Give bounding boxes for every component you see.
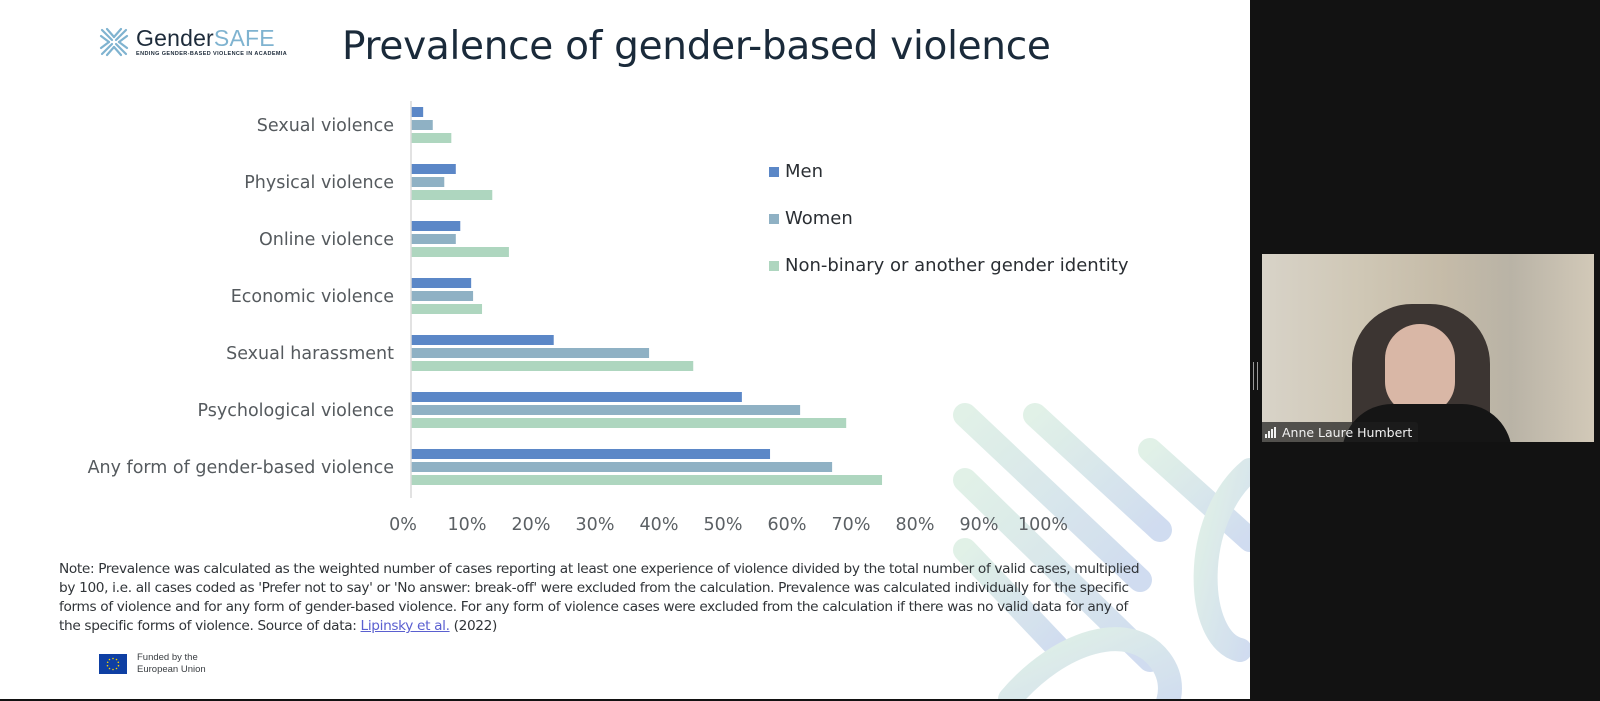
- bar-sexual-harassment-women: [411, 348, 650, 358]
- chart-bars: [411, 107, 883, 485]
- bar-sexual-harassment-non-binary: [411, 361, 694, 371]
- x-tick-label-20: 20%: [512, 515, 551, 535]
- category-labels: Sexual violence Physical violence Online v…: [88, 116, 395, 478]
- logo-name-light: SAFE: [213, 25, 275, 51]
- bar-sexual-harassment-men: [411, 335, 554, 345]
- x-tick-label-40: 40%: [640, 515, 679, 535]
- category-label-online-violence: Online violence: [259, 230, 394, 250]
- source-link[interactable]: Lipinsky et al.: [360, 618, 450, 634]
- footnote: Note: Prevalence was calculated as the w…: [59, 560, 1149, 636]
- logo-tagline: ENDING GENDER-BASED VIOLENCE IN ACADEMIA: [136, 51, 288, 57]
- bar-psychological-violence-non-binary: [411, 418, 847, 428]
- bar-chart: Sexual violence Physical violence Online v…: [88, 101, 1068, 535]
- legend-label-women: Women: [785, 208, 853, 229]
- x-tick-label-80: 80%: [896, 515, 935, 535]
- category-label-physical-violence: Physical violence: [244, 173, 394, 193]
- bar-any-form-of-gender-based-violence-non-binary: [411, 475, 883, 485]
- legend-swatch-women: [769, 213, 779, 224]
- signal-strength-icon: [1265, 426, 1277, 438]
- category-label-psychological-violence: Psychological violence: [198, 401, 394, 421]
- gendersafe-logo-icon: [99, 27, 129, 56]
- participant-face: [1385, 324, 1455, 414]
- bar-physical-violence-men: [411, 164, 456, 174]
- bar-economic-violence-non-binary: [411, 304, 483, 314]
- bar-economic-violence-women: [411, 291, 474, 301]
- eu-text-line-2: European Union: [137, 664, 206, 675]
- bar-online-violence-men: [411, 221, 461, 231]
- legend-item-women: Women: [769, 195, 1128, 242]
- decorative-background-pattern: [953, 403, 1250, 699]
- legend-label-men: Men: [785, 161, 824, 182]
- bar-physical-violence-non-binary: [411, 190, 493, 200]
- x-tick-label-30: 30%: [576, 515, 615, 535]
- legend-item-men: Men: [769, 148, 1128, 195]
- chart-legend: Men Women Non-binary or another gender i…: [769, 148, 1128, 289]
- category-label-sexual-violence: Sexual violence: [257, 116, 394, 136]
- bar-sexual-violence-men: [411, 107, 424, 117]
- x-tick-label-100: 100%: [1018, 515, 1068, 535]
- bar-sexual-violence-non-binary: [411, 133, 452, 143]
- bar-psychological-violence-men: [411, 392, 742, 402]
- footnote-year: (2022): [449, 618, 498, 634]
- x-tick-labels: 0% 10% 20% 30% 40% 50% 60% 70% 80% 90% 100%: [389, 515, 1068, 535]
- bar-any-form-of-gender-based-violence-men: [411, 449, 771, 459]
- x-tick-label-10: 10%: [448, 515, 487, 535]
- x-tick-label-50: 50%: [704, 515, 743, 535]
- bar-online-violence-women: [411, 234, 456, 244]
- bar-economic-violence-men: [411, 278, 472, 288]
- participant-name: Anne Laure Humbert: [1282, 424, 1413, 440]
- eu-funding-badge: Funded by the European Union: [99, 652, 206, 676]
- x-tick-label-90: 90%: [960, 515, 999, 535]
- panel-resize-handle[interactable]: [1253, 362, 1258, 390]
- legend-swatch-men: [769, 166, 779, 177]
- bar-physical-violence-women: [411, 177, 445, 187]
- eu-flag-icon: [99, 654, 127, 674]
- footnote-text: Note: Prevalence was calculated as the w…: [59, 561, 1140, 634]
- x-tick-label-60: 60%: [768, 515, 807, 535]
- category-label-any-form-of-gender-based-violence: Any form of gender-based violence: [88, 458, 394, 478]
- category-label-sexual-harassment: Sexual harassment: [226, 344, 394, 364]
- bar-psychological-violence-women: [411, 405, 801, 415]
- bar-sexual-violence-women: [411, 120, 433, 130]
- eu-text-line-1: Funded by the: [137, 652, 198, 663]
- participant-name-tag: Anne Laure Humbert: [1262, 422, 1419, 442]
- slide-title: Prevalence of gender-based violence: [342, 24, 1051, 69]
- gendersafe-logo: GenderSAFE ENDING GENDER-BASED VIOLENCE …: [99, 26, 287, 57]
- presentation-slide: GenderSAFE ENDING GENDER-BASED VIOLENCE …: [0, 0, 1250, 699]
- bar-online-violence-non-binary: [411, 247, 509, 257]
- participant-video-tile[interactable]: Anne Laure Humbert: [1262, 254, 1594, 442]
- legend-item-non-binary: Non-binary or another gender identity: [769, 242, 1128, 289]
- legend-label-non-binary: Non-binary or another gender identity: [785, 255, 1129, 276]
- logo-name-dark: Gender: [136, 25, 214, 51]
- category-label-economic-violence: Economic violence: [231, 287, 394, 307]
- legend-swatch-non-binary: [769, 260, 779, 271]
- x-tick-label-70: 70%: [832, 515, 871, 535]
- bar-any-form-of-gender-based-violence-women: [411, 462, 833, 472]
- x-tick-label-0: 0%: [389, 515, 417, 535]
